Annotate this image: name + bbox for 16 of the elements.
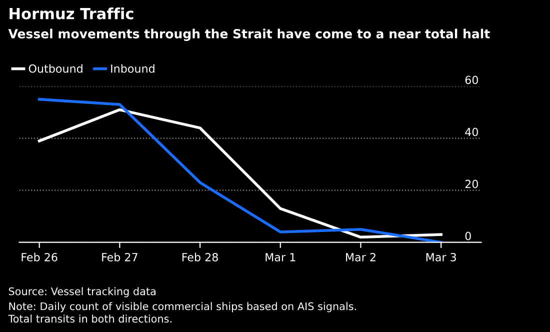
y-tick-label: 60: [465, 76, 478, 84]
chart-title: Hormuz Traffic: [10, 8, 134, 20]
x-tick-label: Mar 3: [426, 252, 456, 262]
source-note: Source: Vessel tracking data: [8, 287, 156, 298]
y-tick-label: 20: [465, 180, 478, 188]
legend-label: Inbound: [111, 64, 154, 73]
legend-label: Outbound: [28, 64, 82, 73]
x-tick-label: Feb 28: [182, 252, 218, 262]
x-tick-label: Feb 26: [22, 252, 58, 262]
y-tick-label: 40: [465, 128, 478, 136]
chart-subtitle: Vessel movements through the Strait have come to a near total halt: [8, 28, 490, 41]
text: Note: Daily count of visible commercial ships based on AIS signals. Total transits in both directions.: [8, 302, 356, 323]
x-tick-label: Feb 27: [102, 252, 138, 262]
x-tick-label: Mar 1: [266, 253, 296, 262]
x-tick-label: Mar 2: [346, 252, 376, 262]
y-tick-label: 0: [465, 232, 471, 240]
